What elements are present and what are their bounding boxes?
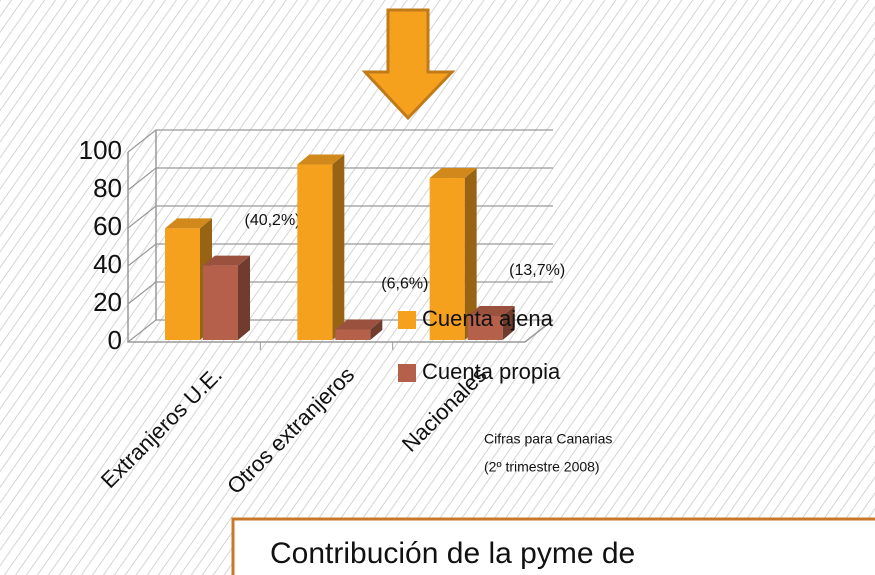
value-label: (6,6%) — [381, 276, 428, 293]
legend-label: Cuenta propia — [422, 359, 561, 384]
bar-top — [165, 218, 212, 229]
note: Cifras para Canarias — [484, 431, 612, 447]
arrow — [361, 8, 456, 121]
bar — [203, 265, 238, 340]
grid-line — [127, 243, 553, 267]
axis — [127, 152, 554, 343]
caption-box: Contribución de la pyme de — [231, 517, 875, 575]
value-label: (13,7%) — [509, 262, 565, 279]
y-tick-label: 40 — [93, 249, 122, 279]
note: (2º trimestre 2008) — [484, 459, 600, 475]
bar — [165, 228, 200, 340]
bar — [297, 164, 333, 340]
bar-side — [370, 319, 383, 340]
grid-line — [127, 129, 553, 153]
y-tick-label: 60 — [93, 211, 122, 241]
bar-top — [429, 168, 477, 179]
value-label: (40,2%) — [244, 212, 300, 229]
bar-side — [238, 255, 250, 340]
bar — [467, 315, 503, 340]
grid-line — [127, 167, 553, 191]
y-tick-label: 0 — [108, 325, 122, 355]
bar-side — [332, 154, 345, 340]
y-tick-label: 80 — [93, 173, 122, 203]
bar — [429, 178, 465, 340]
legend-label: Cuenta ajena — [422, 306, 554, 331]
bar-top — [467, 305, 515, 316]
bar-side — [464, 168, 477, 340]
bar-side — [502, 305, 515, 340]
legend-swatch — [398, 364, 416, 382]
y-tick-label: 100 — [79, 135, 122, 165]
grid-line — [127, 281, 553, 305]
bar-top — [335, 319, 383, 330]
caption: Contribución de la pyme de — [270, 537, 635, 570]
y-tick-label: 20 — [93, 287, 122, 317]
bar — [335, 329, 371, 340]
bar-top — [203, 255, 250, 266]
legend-swatch — [398, 311, 416, 329]
grid-line — [127, 205, 553, 229]
grid-line — [127, 319, 553, 343]
bar-top — [297, 154, 345, 165]
